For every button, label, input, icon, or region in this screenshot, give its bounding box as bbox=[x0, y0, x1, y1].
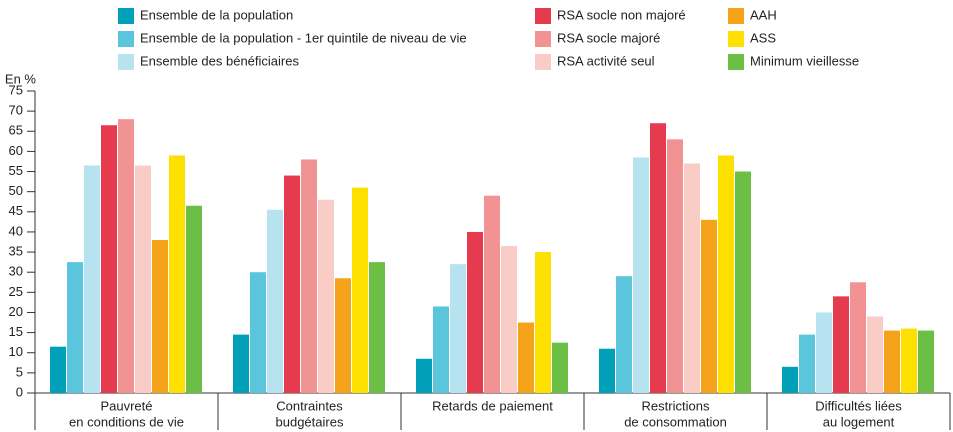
y-tick-label: 50 bbox=[9, 183, 23, 198]
bar bbox=[318, 199, 334, 393]
legend-label: Ensemble des bénéficiaires bbox=[140, 53, 299, 68]
bar bbox=[118, 119, 134, 393]
bar bbox=[467, 231, 483, 393]
bar bbox=[535, 252, 551, 393]
bar bbox=[169, 155, 185, 393]
legend-label: RSA socle non majoré bbox=[557, 7, 686, 22]
legend-label: Ensemble de la population - 1er quintile… bbox=[140, 30, 467, 45]
legend-swatch bbox=[535, 31, 551, 47]
bar bbox=[250, 272, 266, 393]
bar bbox=[901, 328, 917, 393]
bar bbox=[701, 219, 717, 393]
x-tick-label: Pauvreté bbox=[100, 398, 152, 413]
x-tick-label: Difficultés liées bbox=[815, 398, 902, 413]
y-tick-label: 10 bbox=[9, 344, 23, 359]
bar bbox=[152, 239, 168, 393]
bar bbox=[782, 366, 798, 393]
legend-swatch bbox=[728, 54, 744, 70]
legend-label: RSA socle majoré bbox=[557, 30, 660, 45]
bar bbox=[518, 322, 534, 393]
bar bbox=[833, 296, 849, 393]
bar bbox=[501, 246, 517, 393]
bar bbox=[369, 262, 385, 393]
bar bbox=[267, 209, 283, 393]
bar bbox=[816, 312, 832, 393]
y-tick-label: 20 bbox=[9, 304, 23, 319]
legend-swatch bbox=[728, 8, 744, 24]
bar bbox=[84, 165, 100, 393]
bar bbox=[450, 264, 466, 393]
legend-label: ASS bbox=[750, 30, 776, 45]
bar bbox=[67, 262, 83, 393]
x-tick-label: de consommation bbox=[624, 414, 727, 429]
y-tick-label: 40 bbox=[9, 223, 23, 238]
x-tick-label: budgétaires bbox=[276, 414, 344, 429]
y-tick-label: 70 bbox=[9, 103, 23, 118]
y-tick-label: 55 bbox=[9, 163, 23, 178]
bar bbox=[667, 139, 683, 393]
bar bbox=[799, 334, 815, 393]
y-tick-label: 35 bbox=[9, 244, 23, 259]
bar bbox=[650, 123, 666, 394]
legend-label: RSA activité seul bbox=[557, 53, 655, 68]
x-tick-label: au logement bbox=[823, 414, 895, 429]
y-axis-label: En % bbox=[5, 71, 37, 86]
legend-swatch bbox=[535, 8, 551, 24]
legend-swatch bbox=[118, 31, 134, 47]
bar bbox=[301, 159, 317, 393]
bar bbox=[552, 342, 568, 393]
legend-label: Ensemble de la population bbox=[140, 7, 293, 22]
bar bbox=[352, 187, 368, 393]
y-tick-label: 30 bbox=[9, 264, 23, 279]
bar bbox=[735, 171, 751, 393]
bar bbox=[50, 346, 66, 393]
bar bbox=[718, 155, 734, 393]
y-tick-label: 60 bbox=[9, 143, 23, 158]
y-tick-label: 25 bbox=[9, 284, 23, 299]
legend-label: Minimum vieillesse bbox=[750, 53, 859, 68]
bar bbox=[633, 157, 649, 393]
legend-swatch bbox=[728, 31, 744, 47]
legend-swatch bbox=[118, 54, 134, 70]
x-tick-label: en conditions de vie bbox=[69, 414, 184, 429]
y-tick-label: 75 bbox=[9, 82, 23, 97]
x-tick-label: Contraintes bbox=[276, 398, 343, 413]
bar bbox=[186, 205, 202, 393]
legend-swatch bbox=[535, 54, 551, 70]
bar bbox=[616, 276, 632, 393]
bar bbox=[599, 348, 615, 393]
bar bbox=[918, 330, 934, 393]
x-tick-label: Restrictions bbox=[642, 398, 710, 413]
y-tick-label: 5 bbox=[16, 364, 23, 379]
bar bbox=[233, 334, 249, 393]
y-tick-label: 45 bbox=[9, 203, 23, 218]
x-tick-label: Retards de paiement bbox=[432, 398, 553, 413]
bar bbox=[101, 125, 117, 393]
bar bbox=[135, 165, 151, 393]
bar bbox=[335, 278, 351, 393]
bar bbox=[884, 330, 900, 393]
bar bbox=[850, 282, 866, 393]
legend-label: AAH bbox=[750, 7, 777, 22]
bar bbox=[433, 306, 449, 393]
bar bbox=[867, 316, 883, 393]
bar bbox=[284, 175, 300, 393]
y-tick-label: 15 bbox=[9, 324, 23, 339]
bar bbox=[484, 195, 500, 393]
bar bbox=[684, 163, 700, 393]
legend-swatch bbox=[118, 8, 134, 24]
y-tick-label: 0 bbox=[16, 384, 23, 399]
y-tick-label: 65 bbox=[9, 123, 23, 138]
bar bbox=[416, 358, 432, 393]
